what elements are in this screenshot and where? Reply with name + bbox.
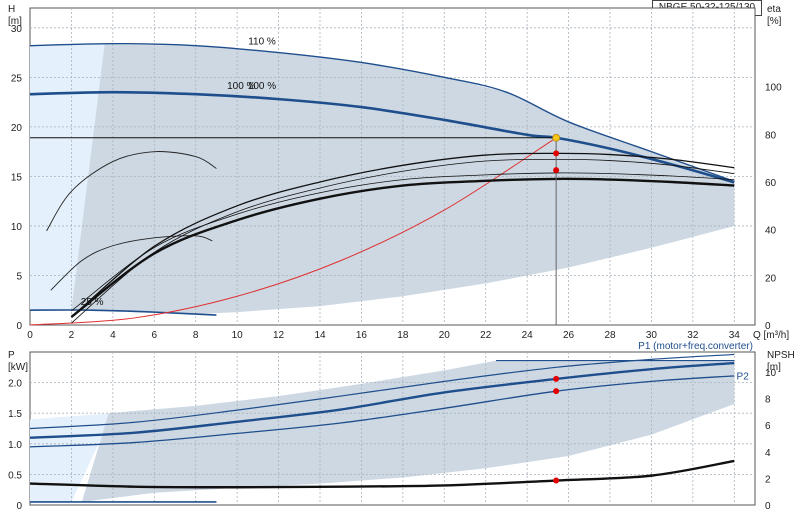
part-load-curve bbox=[46, 151, 217, 232]
eta-total-marker bbox=[553, 167, 560, 174]
efficiency-total-curve bbox=[70, 177, 735, 318]
x-tick-label: 20 bbox=[439, 330, 451, 341]
y-tick-label-right-top: 100 bbox=[765, 83, 782, 94]
x-tick-label: 24 bbox=[522, 330, 534, 341]
y-tick-label-left-bottom: 1.5 bbox=[8, 409, 22, 420]
annotation-110: 110 % bbox=[248, 37, 276, 48]
efficiency-pump-curve bbox=[71, 152, 735, 318]
y-axis-title-left-top: H bbox=[8, 4, 15, 15]
x-tick-label: 6 bbox=[152, 330, 158, 341]
x-tick-label: 26 bbox=[563, 330, 575, 341]
curve-100-percent bbox=[29, 90, 735, 184]
part-load-curve bbox=[50, 235, 213, 291]
y-tick-label-right-top: 60 bbox=[765, 178, 777, 189]
x-tick-label: 30 bbox=[646, 330, 658, 341]
y-tick-label-right-bottom: 8 bbox=[765, 395, 771, 406]
y-tick-label-left-bottom: 2.0 bbox=[8, 379, 22, 390]
x-tick-label: 22 bbox=[480, 330, 492, 341]
low-flow-zone-top bbox=[30, 44, 105, 311]
x-axis-title: Q [m³/h] bbox=[753, 330, 789, 341]
x-tick-label: 28 bbox=[604, 330, 616, 341]
duty-point-marker bbox=[552, 133, 561, 142]
y-axis-title-right-bottom: NPSH bbox=[767, 350, 795, 361]
x-tick-label: 18 bbox=[397, 330, 409, 341]
annotation-100-dup: 100 % bbox=[248, 81, 276, 92]
p1-curve bbox=[29, 361, 735, 439]
npsh-marker bbox=[553, 477, 560, 484]
y-tick-label-right-top: 0 bbox=[765, 321, 771, 332]
y-axis-unit-right-top: [%] bbox=[767, 16, 782, 27]
x-tick-label: 0 bbox=[27, 330, 33, 341]
y-tick-label-left-top: 5 bbox=[16, 271, 22, 282]
y-tick-label-right-bottom: 10 bbox=[765, 368, 777, 379]
y-tick-label-left-top: 15 bbox=[11, 172, 23, 183]
y-axis-title-right-top: eta bbox=[767, 4, 781, 15]
p2-curve bbox=[29, 375, 735, 448]
y-axis-title-left-bottom: P bbox=[8, 350, 15, 361]
annotation-25: 25 % bbox=[81, 297, 104, 308]
y-tick-label-right-bottom: 6 bbox=[765, 421, 771, 432]
x-tick-label: 12 bbox=[273, 330, 285, 341]
eta-pump-marker bbox=[553, 150, 560, 157]
x-tick-label: 32 bbox=[687, 330, 699, 341]
x-tick-label: 2 bbox=[69, 330, 75, 341]
x-tick-label: 34 bbox=[729, 330, 741, 341]
label-p2: P2 bbox=[737, 372, 750, 383]
y-tick-label-right-top: 80 bbox=[765, 130, 777, 141]
y-tick-label-right-bottom: 2 bbox=[765, 474, 771, 485]
y-axis-unit-right-bottom: [m] bbox=[767, 362, 781, 373]
y-tick-label-right-top: 20 bbox=[765, 273, 777, 284]
y-tick-label-left-top: 20 bbox=[11, 123, 23, 134]
y-axis-unit-left-top: [m] bbox=[8, 16, 22, 27]
p1-marker bbox=[553, 375, 560, 382]
efficiency-variant-curve bbox=[71, 172, 735, 312]
npsh-curve bbox=[29, 459, 735, 489]
y-tick-label-left-top: 25 bbox=[11, 73, 23, 84]
x-tick-label: 4 bbox=[110, 330, 116, 341]
label-p1: P1 (motor+freq.converter) bbox=[638, 341, 753, 352]
y-tick-label-left-top: 30 bbox=[11, 24, 23, 35]
y-tick-label-left-bottom: 0 bbox=[16, 501, 22, 512]
curve-110-percent bbox=[29, 42, 735, 183]
y-tick-label-left-bottom: 0.5 bbox=[8, 470, 22, 481]
x-tick-label: 16 bbox=[356, 330, 368, 341]
annotation-100: 100 % bbox=[227, 81, 255, 92]
y-tick-label-left-top: 0 bbox=[16, 321, 22, 332]
system-curve bbox=[29, 137, 557, 326]
operating-range-bottom bbox=[81, 360, 735, 502]
curve-25-percent bbox=[29, 309, 217, 316]
p2-marker bbox=[553, 388, 560, 395]
efficiency-variant-curve bbox=[71, 158, 735, 324]
x-tick-label: 8 bbox=[193, 330, 199, 341]
y-axis-unit-left-bottom: [kW] bbox=[8, 362, 28, 373]
y-tick-label-right-top: 40 bbox=[765, 226, 777, 237]
x-tick-label: 10 bbox=[232, 330, 244, 341]
y-tick-label-left-top: 10 bbox=[11, 222, 23, 233]
y-tick-label-right-bottom: 4 bbox=[765, 448, 771, 459]
y-tick-label-left-bottom: 1.0 bbox=[8, 440, 22, 451]
x-tick-label: 14 bbox=[314, 330, 326, 341]
y-tick-label-right-bottom: 0 bbox=[765, 501, 771, 512]
